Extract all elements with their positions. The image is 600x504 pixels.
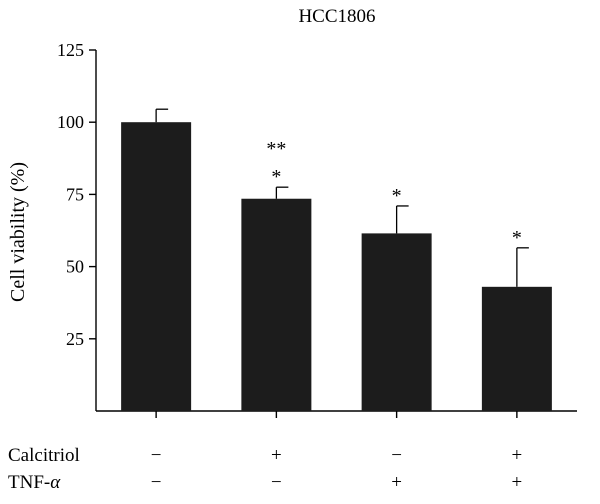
condition-symbol: − bbox=[391, 445, 402, 466]
condition-symbol: + bbox=[512, 472, 523, 493]
significance-marker: * bbox=[512, 227, 522, 249]
y-tick-label: 25 bbox=[66, 329, 84, 349]
condition-table: Calcitriol − + − + TNF-α − − + + bbox=[8, 445, 522, 493]
y-tick-label: 75 bbox=[66, 184, 84, 204]
bar bbox=[481, 286, 552, 411]
y-ticks: 25 50 75 100 125 bbox=[57, 40, 96, 349]
significance-marker: * bbox=[271, 166, 281, 188]
y-tick-label: 100 bbox=[57, 112, 84, 132]
condition-symbol: + bbox=[271, 445, 282, 466]
bars: ***** bbox=[121, 108, 552, 418]
condition-symbol: − bbox=[271, 472, 282, 493]
y-tick-label: 125 bbox=[57, 40, 84, 60]
bar bbox=[121, 122, 192, 411]
condition-symbol: + bbox=[512, 445, 523, 466]
condition-symbol: + bbox=[391, 472, 402, 493]
condition-symbol: − bbox=[151, 472, 162, 493]
y-axis-label: Cell viability (%) bbox=[7, 162, 29, 302]
bar bbox=[361, 233, 432, 411]
chart-title: HCC1806 bbox=[298, 6, 375, 27]
condition-symbol: − bbox=[151, 445, 162, 466]
y-tick-label: 50 bbox=[66, 257, 84, 277]
condition-label: Calcitriol bbox=[8, 445, 80, 466]
bar bbox=[241, 198, 312, 411]
significance-marker: ** bbox=[266, 138, 286, 160]
condition-label: TNF-α bbox=[8, 472, 61, 493]
significance-marker: * bbox=[392, 185, 402, 207]
